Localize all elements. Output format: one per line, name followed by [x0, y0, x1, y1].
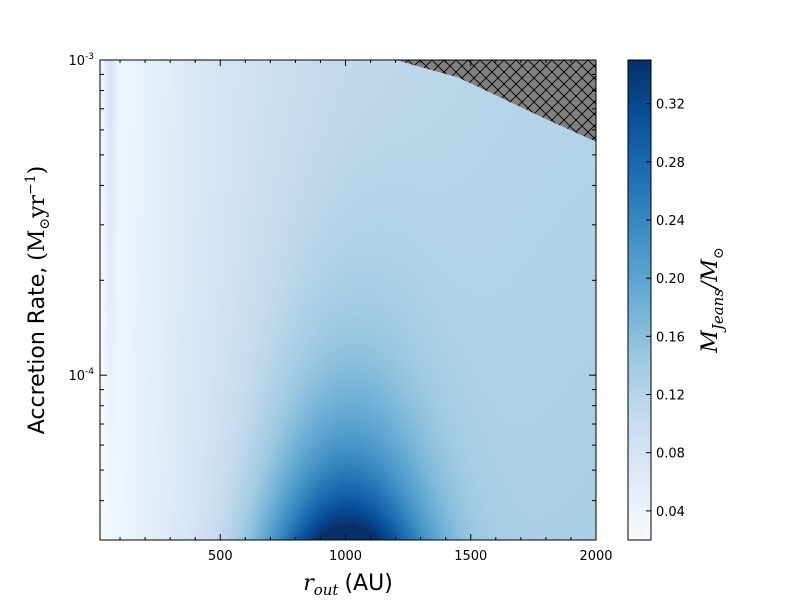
y-tick-label: 10-4 [68, 367, 94, 384]
y-tick-mantissa: 10 [68, 369, 85, 384]
y-axis-label: Accretion Rate, (M⊙yr−1) [23, 166, 53, 435]
x-axis-label-symbol: r [303, 571, 315, 596]
colorbar-tick-label: 0.04 [656, 505, 685, 520]
x-tick-label: 1000 [329, 549, 362, 564]
y-axis-label-unit-close: ) [25, 166, 50, 175]
x-tick-label: 500 [208, 549, 233, 564]
colorbar-label-subscript: Jeans [709, 289, 727, 333]
colorbar-tick-label: 0.16 [656, 330, 685, 345]
colorbar-tick-label: 0.32 [656, 98, 685, 113]
y-axis-label-unit-open: (M [25, 230, 50, 261]
heatmap-image [100, 60, 596, 540]
plot-frame [99, 59, 597, 541]
y-tick-exponent: -4 [85, 367, 94, 377]
colorbar-tick-label: 0.12 [656, 389, 685, 404]
colorbar-label: MJeans/M⊙ [698, 247, 727, 353]
colorbar-tick-label: 0.20 [656, 272, 685, 287]
colorbar-label-main: M [698, 330, 723, 354]
heatmap [100, 60, 596, 540]
excluded-region-hatch [395, 60, 596, 142]
x-axis-label-subscript: out [314, 581, 340, 599]
y-axis-label-prefix: Accretion Rate, [25, 267, 50, 435]
colorbar-label-slash: /M [698, 259, 723, 291]
x-axis-label: rout (AU) [303, 571, 393, 599]
colorbar-tick-label: 0.08 [656, 447, 685, 462]
y-tick-mantissa: 10 [68, 54, 85, 69]
x-axis-label-unit: (AU) [344, 571, 392, 596]
y-tick-label: 10-3 [68, 52, 94, 69]
x-tick-label: 2000 [579, 549, 612, 564]
colorbar-ticks: 0.04 0.08 0.12 0.16 0.20 0.24 0.28 0.32 [646, 98, 685, 520]
y-axis-label-unit-mid: yr [25, 194, 50, 218]
x-tick-label: 1500 [454, 549, 487, 564]
colorbar-tick-label: 0.28 [656, 156, 685, 171]
y-tick-exponent: -3 [85, 52, 94, 62]
y-axis-label-unit-sun: ⊙ [37, 218, 53, 230]
colorbar-label-sun: ⊙ [711, 247, 727, 259]
y-axis-label-unit-exp: −1 [23, 174, 39, 195]
colorbar-gradient [627, 59, 652, 541]
colorbar: 0.04 0.08 0.12 0.16 0.20 0.24 0.28 0.32 MJeans/… [627, 59, 727, 541]
y-axis-ticks: 10-310-4 [68, 52, 596, 541]
x-axis-ticks: 500 1000 1500 2000 [119, 60, 613, 564]
colorbar-tick-label: 0.24 [656, 214, 685, 229]
